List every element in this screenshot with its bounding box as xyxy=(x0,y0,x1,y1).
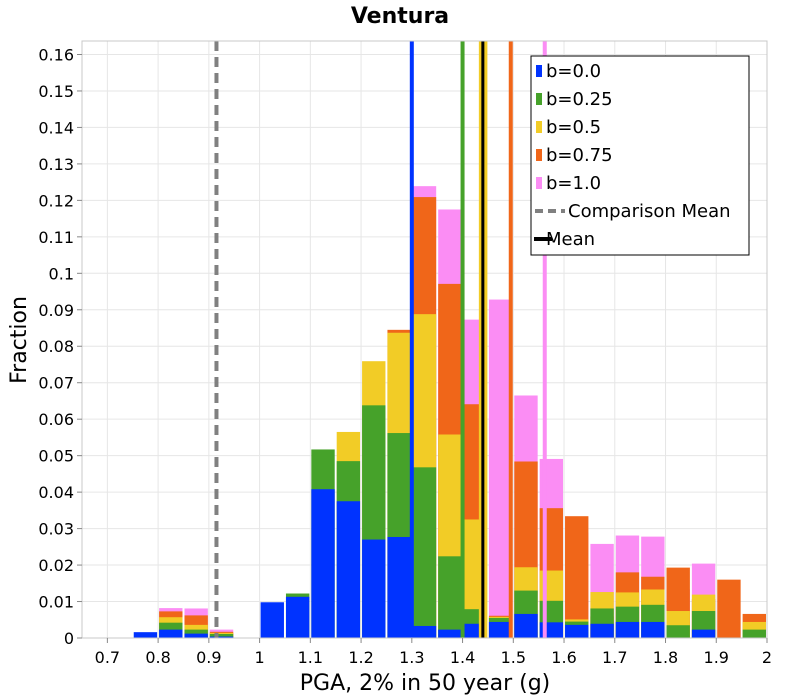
x-tick-label: 1.7 xyxy=(602,648,627,667)
y-tick-label: 0.12 xyxy=(38,191,74,210)
y-tick-label: 0.13 xyxy=(38,155,74,174)
y-tick-label: 0.14 xyxy=(38,118,74,137)
y-tick-label: 0.16 xyxy=(38,45,74,64)
legend-box xyxy=(530,55,750,256)
bar-b-0-0 xyxy=(362,539,386,638)
legend: b=0.0 b=0.25 b=0.5 b=0.75 b=1.0 Comparison Me… xyxy=(530,55,750,256)
bar-b-0-25 xyxy=(742,629,766,638)
bar-b-0-0 xyxy=(260,602,284,638)
bar-b-0-0 xyxy=(488,621,513,638)
y-tick-label: 0.08 xyxy=(38,337,74,356)
legend-label: b=0.75 xyxy=(546,145,613,166)
bar-b-0-0 xyxy=(285,596,310,638)
x-tick-label: 1.1 xyxy=(298,648,323,667)
legend-label: b=0.5 xyxy=(546,117,601,138)
x-tick-label: 1.2 xyxy=(348,648,373,667)
x-tick-label: 1.8 xyxy=(653,648,678,667)
bar-b-0-0 xyxy=(412,625,437,638)
x-tick-label: 1.9 xyxy=(704,648,729,667)
legend-swatch xyxy=(536,65,542,77)
bar-b-0-25 xyxy=(666,625,690,638)
bar-b-0-0 xyxy=(209,636,234,638)
y-tick-label: 0.02 xyxy=(38,556,74,575)
bar-b-1-0 xyxy=(488,299,513,638)
bar-b-0-25 xyxy=(412,467,437,638)
bar-b-0-75 xyxy=(565,516,589,638)
bar-b-0-0 xyxy=(565,624,589,638)
legend-swatch xyxy=(536,93,542,105)
bar-b-0-0 xyxy=(691,629,716,638)
legend-label: Mean xyxy=(546,229,595,250)
x-tick-label: 0.9 xyxy=(196,648,221,667)
bar-b-0-75 xyxy=(717,579,741,638)
bar-b-0-0 xyxy=(184,633,208,638)
bar-b-0-0 xyxy=(641,621,665,638)
x-tick-label: 1.3 xyxy=(399,648,424,667)
bar-b-0-0 xyxy=(387,536,411,638)
y-tick-label: 0.1 xyxy=(49,264,74,283)
x-tick-label: 0.8 xyxy=(145,648,170,667)
x-axis-ticks: 0.7 0.8 0.9 1 1.1 1.2 1.3 1.4 1.5 1.6 1.7 1.8 1.9 2 xyxy=(95,638,772,667)
legend-swatch xyxy=(536,121,542,133)
legend-label: b=0.25 xyxy=(546,89,613,110)
legend-label: b=1.0 xyxy=(546,173,601,194)
y-axis-ticks: 0 0.01 0.02 0.03 0.04 0.05 0.06 0.07 0.08 0.09 0.1… xyxy=(38,45,82,648)
bar-b-0-0 xyxy=(438,629,462,638)
y-axis-label: Fraction xyxy=(7,296,32,384)
y-tick-label: 0.05 xyxy=(38,447,74,466)
legend-label: b=0.0 xyxy=(546,61,601,82)
bar-b-0-0 xyxy=(590,623,614,638)
bar-b-0-0 xyxy=(336,501,361,638)
y-tick-label: 0 xyxy=(64,629,74,648)
x-tick-label: 1.4 xyxy=(450,648,475,667)
x-tick-label: 1.5 xyxy=(501,648,526,667)
legend-swatch xyxy=(536,177,542,189)
x-tick-label: 1.6 xyxy=(551,648,576,667)
legend-swatch xyxy=(536,149,542,161)
bar-b-0-0 xyxy=(615,621,640,638)
y-tick-label: 0.03 xyxy=(38,520,74,539)
y-tick-label: 0.04 xyxy=(38,483,74,502)
y-tick-label: 0.11 xyxy=(38,228,74,247)
y-tick-label: 0.07 xyxy=(38,374,74,393)
bar-b-0-25 xyxy=(438,556,462,638)
bar-b-0-0 xyxy=(311,489,335,638)
x-axis-label: PGA, 2% in 50 year (g) xyxy=(300,671,551,696)
chart-title: Ventura xyxy=(351,4,449,29)
x-tick-label: 1 xyxy=(254,648,264,667)
y-tick-label: 0.06 xyxy=(38,410,74,429)
y-tick-label: 0.15 xyxy=(38,82,74,101)
bar-b-0-0 xyxy=(133,632,158,638)
bar-b-0-0 xyxy=(514,613,538,638)
y-tick-label: 0.09 xyxy=(38,301,74,320)
bar-b-0-0 xyxy=(159,629,183,638)
x-tick-label: 2 xyxy=(762,648,772,667)
x-tick-label: 0.7 xyxy=(95,648,120,667)
legend-label: Comparison Mean xyxy=(568,201,731,222)
plot-frame xyxy=(81,40,768,639)
y-tick-label: 0.01 xyxy=(38,593,74,612)
bar-b-0-25 xyxy=(209,633,234,638)
